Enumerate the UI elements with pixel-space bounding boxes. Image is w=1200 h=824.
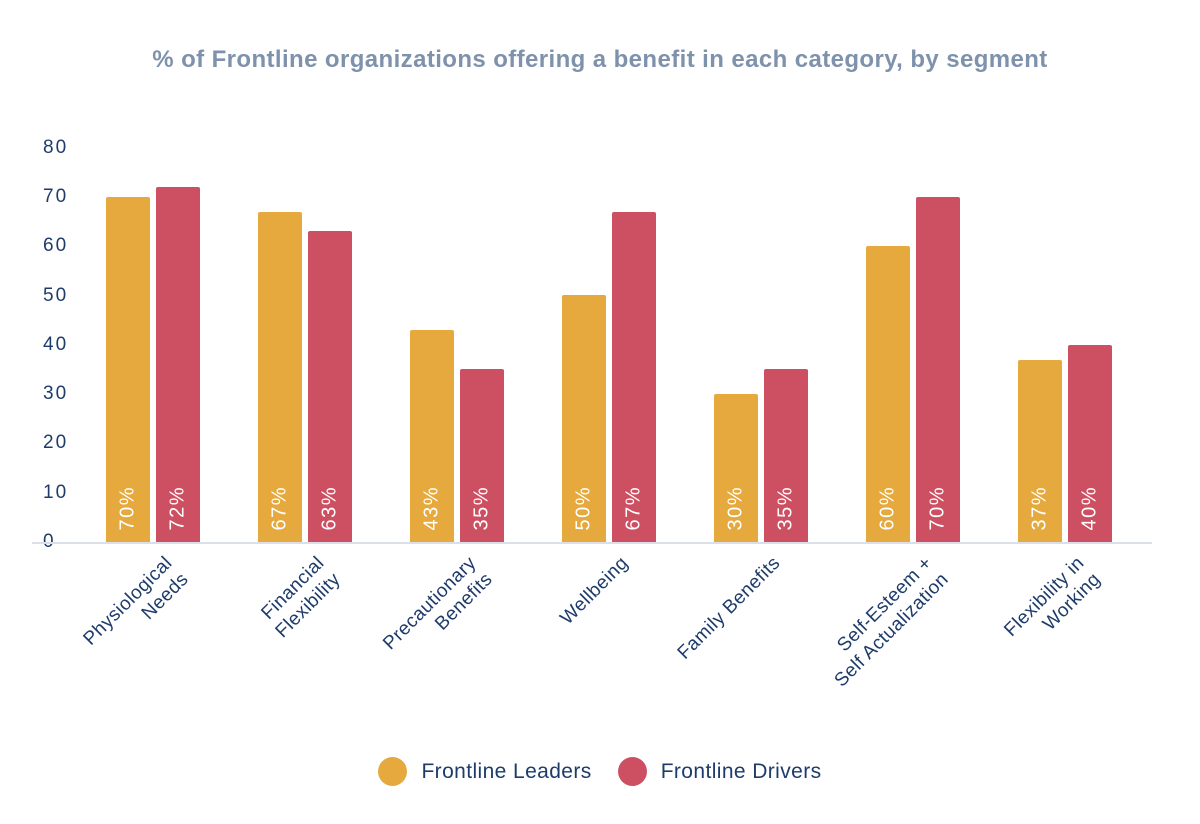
bar-value-label: 60% [876,486,899,531]
bar-frontline-leaders: 67% [258,212,302,542]
chart-title: % of Frontline organizations offering a … [152,46,1048,73]
bar-value-label: 35% [774,486,797,531]
legend-label: Frontline Leaders [421,759,592,783]
y-tick-label: 80 [43,136,69,158]
bar-value-label: 50% [572,486,595,531]
legend-item: Frontline Drivers [617,757,822,786]
y-tick-label: 70 [43,185,69,207]
bar-frontline-leaders: 37% [1018,360,1062,542]
bar-value-label: 37% [1028,486,1051,531]
bar-value-label: 72% [166,486,189,531]
bar-frontline-leaders: 60% [866,246,910,542]
y-tick-label: 60 [43,235,69,257]
bar-frontline-leaders: 30% [714,394,758,542]
legend-swatch-circle [617,757,647,786]
bar-value-label: 63% [318,486,341,531]
legend-label: Frontline Drivers [660,759,822,783]
bar-frontline-drivers: 35% [764,369,808,542]
bar-frontline-drivers: 35% [460,369,504,542]
bar-value-label: 67% [268,486,291,531]
y-tick-label: 10 [43,481,69,503]
bar-frontline-leaders: 70% [106,197,150,542]
bar-value-label: 40% [1078,486,1101,531]
y-tick-label: 30 [43,383,69,405]
bar-value-label: 30% [724,486,747,531]
bar-frontline-drivers: 72% [156,187,200,542]
x-axis-line [32,542,1152,544]
bars-layer: 70% 67% 43% 50% 30% 60% 37% 72% 63% 35% 67% 35% 70% 4… [106,187,1112,542]
y-tick-label: 50 [43,284,69,306]
bar-value-label: 70% [926,486,949,531]
legend-item: Frontline Leaders [378,757,591,786]
legend-swatch-circle [378,757,408,786]
y-tick-label: 40 [43,333,69,355]
bar-frontline-drivers: 67% [612,212,656,542]
bar-value-label: 67% [622,486,645,531]
bar-frontline-leaders: 50% [562,295,606,542]
bar-frontline-leaders: 43% [410,330,454,542]
y-tick-label: 20 [43,432,69,454]
bar-value-label: 70% [116,486,139,531]
bar-frontline-drivers: 70% [916,197,960,542]
bar-value-label: 35% [470,486,493,531]
legend: Frontline Leaders Frontline Drivers [0,757,1200,786]
bar-frontline-drivers: 63% [308,231,352,542]
y-tick-label: 0 [43,530,56,554]
bar-frontline-drivers: 40% [1068,345,1112,542]
bar-value-label: 43% [420,486,443,531]
